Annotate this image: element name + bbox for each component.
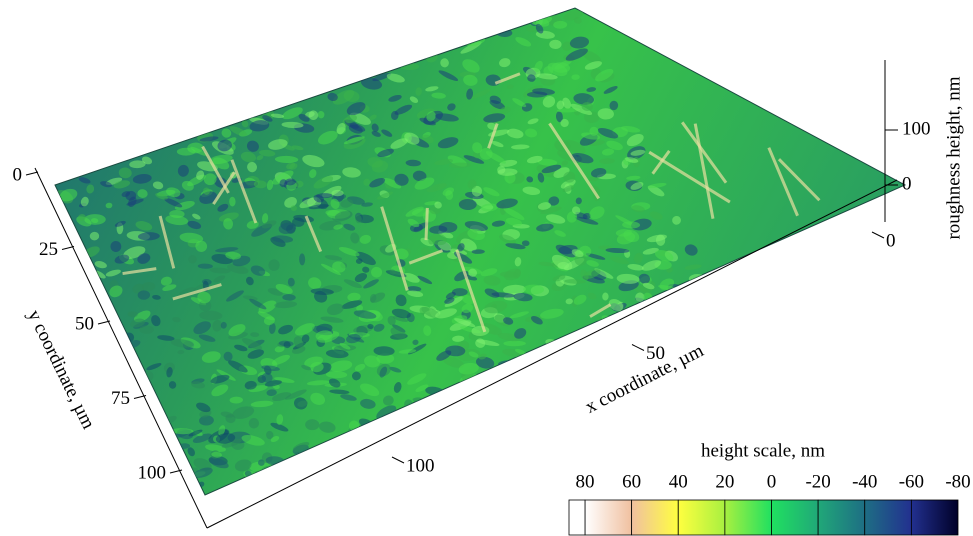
x-tick-label: 50: [646, 343, 665, 364]
y-tick: [61, 246, 75, 250]
colorbar-cell: [910, 499, 959, 536]
y-tick: [133, 395, 147, 399]
y-tick-label: 50: [75, 313, 94, 334]
colorbar-tick-label: -20: [805, 471, 830, 492]
z-axis-label: roughness height, nm: [943, 76, 964, 239]
x-tick: [871, 231, 885, 239]
colorbar: 80 60 40 20 0 -20 -40 -60 -80: [568, 471, 971, 536]
colorbar-tick-label: 20: [715, 471, 734, 492]
colorbar-tick-label: -80: [945, 471, 970, 492]
y-tick-label: 25: [39, 239, 58, 260]
x-tick-label: 100: [406, 455, 435, 476]
colorbar-title: height scale, nm: [701, 440, 825, 461]
colorbar-tick-label: 80: [576, 471, 595, 492]
colorbar-tick-label: -40: [852, 471, 877, 492]
x-tick: [391, 456, 405, 464]
y-tick-label: 75: [111, 388, 130, 409]
x-tick-label: 0: [886, 230, 896, 251]
colorbar-cell: [817, 499, 866, 536]
y-tick-label: 100: [138, 462, 167, 483]
z-tick-label: 100: [902, 118, 931, 139]
colorbar-cell: [771, 499, 819, 536]
y-tick: [25, 171, 39, 176]
y-tick: [97, 320, 111, 325]
colorbar-cell: [724, 499, 772, 536]
colorbar-tick-label: 40: [669, 471, 688, 492]
colorbar-tick-label: -60: [899, 471, 924, 492]
colorbar-cell: [677, 499, 726, 536]
colorbar-cell: [568, 499, 586, 536]
axes-box: [34, 60, 898, 529]
colorbar-cell: [584, 499, 633, 536]
surface: [54, 7, 907, 496]
colorbar-tick-label: 60: [622, 471, 641, 492]
colorbar-cell: [631, 499, 679, 536]
colorbar-tick-label: 0: [767, 471, 777, 492]
x-axis-label: x coordinate, µm: [582, 340, 707, 418]
x-tick: [631, 344, 645, 351]
z-tick-label: 0: [902, 173, 912, 194]
y-tick: [169, 469, 183, 474]
colorbar-cell: [864, 499, 912, 536]
y-tick-label: 0: [13, 164, 23, 185]
